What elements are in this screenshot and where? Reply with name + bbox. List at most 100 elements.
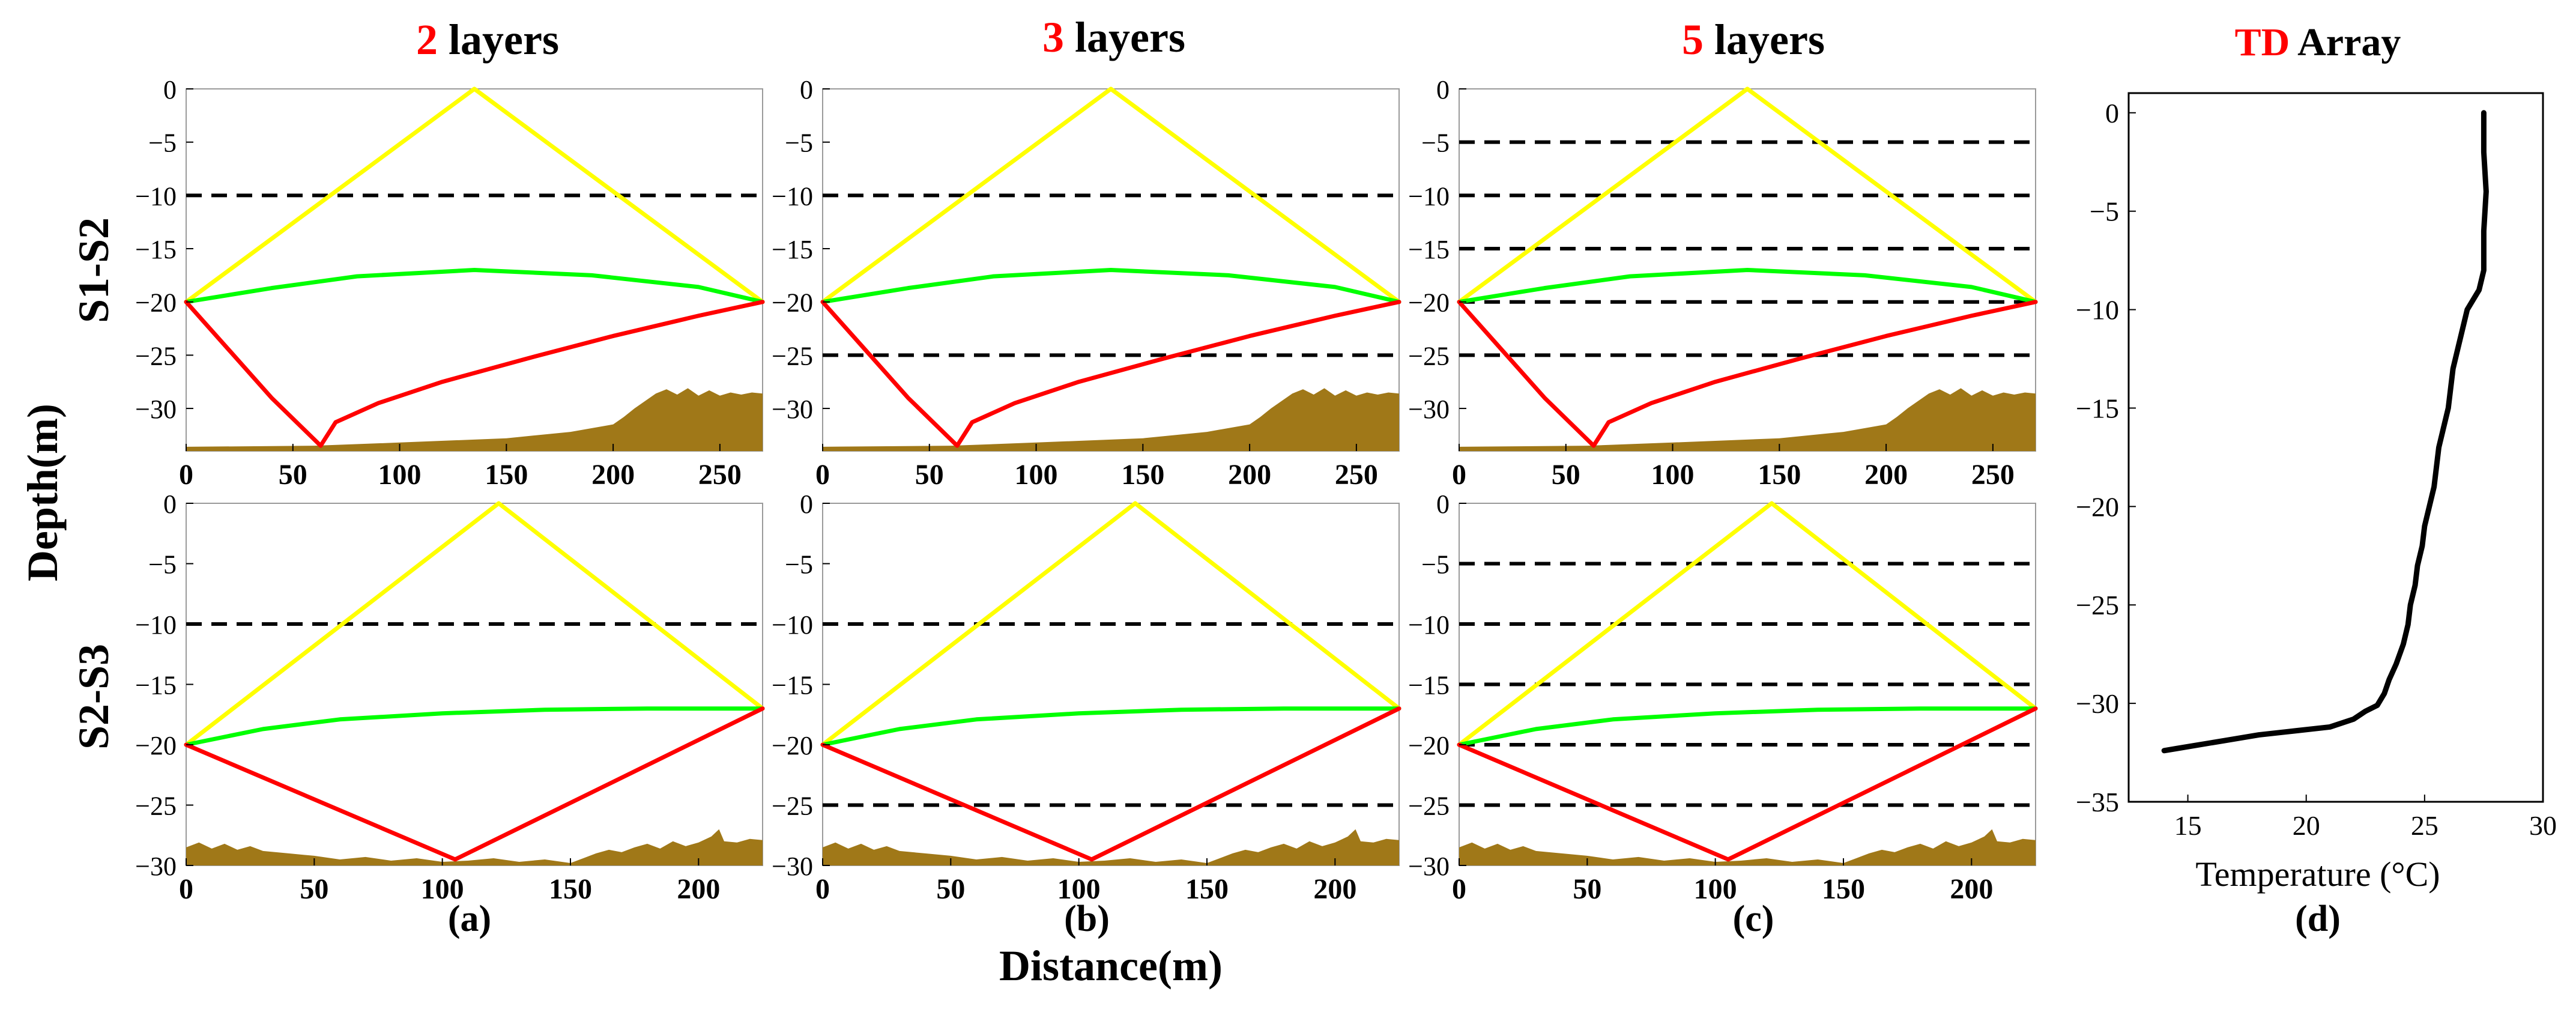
plot-area <box>822 503 1400 866</box>
x-tick-label: 200 <box>1864 459 1908 491</box>
y-tick-label: −25 <box>772 341 813 371</box>
x-tick-label: 100 <box>1015 459 1058 491</box>
y-tick-label: −25 <box>2076 590 2119 620</box>
seabed-area <box>186 829 763 865</box>
y-tick-label: 0 <box>163 489 177 519</box>
x-tick-label: 0 <box>179 873 193 905</box>
column-title-5-layers: 5 layers <box>1682 16 1825 64</box>
y-tick-label: −30 <box>2076 688 2119 719</box>
x-tick-label: 30 <box>2529 810 2557 841</box>
x-tick-label: 50 <box>915 459 944 491</box>
y-tick-label: 0 <box>1436 489 1450 519</box>
plot-area <box>186 503 763 866</box>
x-tick-label: 0 <box>179 459 193 491</box>
y-tick-label: −5 <box>2090 196 2119 227</box>
y-tick-label: −5 <box>1421 129 1450 158</box>
y-tick-label: −25 <box>1408 792 1450 821</box>
column-title-td-array: TD Array <box>2235 20 2401 64</box>
panel-label-a: (a) <box>448 898 491 939</box>
y-tick-label: −15 <box>772 671 813 700</box>
y-tick-label: −10 <box>2076 295 2119 326</box>
temperature-axis-label: Temperature (°C) <box>2195 855 2440 894</box>
seabed-area <box>186 388 763 451</box>
y-tick-label: −15 <box>1408 235 1450 264</box>
row-label-s2-s3: S2-S3 <box>70 644 118 750</box>
series-line-refracted-ray <box>820 706 1401 747</box>
column-title-3-layers: 3 layers <box>1042 13 1185 61</box>
series-line-bottom-reflected-ray <box>1457 300 2038 448</box>
series-line-direct-ray <box>184 501 765 747</box>
panel-label-d: (d) <box>2295 898 2341 939</box>
x-tick-label: 50 <box>1552 459 1580 491</box>
y-tick-label: −20 <box>2076 491 2119 522</box>
y-tick-label: −20 <box>1408 288 1450 318</box>
chart-c-bottom: 0 50 100 150 200 0 −5 −10 −15 −20 −25 −30 <box>1408 489 2038 905</box>
x-tick-label: 20 <box>2293 810 2320 841</box>
chart-b-bottom: 0 50 100 150 200 0 −5 −10 −15 −20 −25 −30 <box>772 489 1401 905</box>
y-tick-label: −25 <box>772 792 813 821</box>
y-axis-label: Depth(m) <box>19 404 67 581</box>
series-line-bottom-reflected-ray <box>820 300 1401 448</box>
column-title-2-layers: 2 layers <box>416 16 559 64</box>
y-tick-label: 0 <box>1436 75 1450 105</box>
y-tick-label: −20 <box>1408 731 1450 760</box>
seabed-area <box>823 388 1399 451</box>
seabed-area <box>1459 829 2036 865</box>
series-line-bottom-reflected-ray <box>820 706 1401 862</box>
y-tick-label: −30 <box>135 395 177 424</box>
x-tick-label: 200 <box>1313 873 1356 905</box>
y-tick-label: −15 <box>772 235 813 264</box>
series-line-direct-ray <box>1457 501 2038 747</box>
series-line-refracted-ray <box>820 268 1401 305</box>
series-line-temperature-profile <box>2161 110 2489 754</box>
series-line-direct-ray <box>820 501 1401 747</box>
y-tick-label: 0 <box>800 489 813 519</box>
y-tick-label: −10 <box>1408 181 1450 211</box>
series-line-refracted-ray <box>1457 706 2038 747</box>
y-tick-label: −30 <box>1408 395 1450 424</box>
x-tick-label: 250 <box>1335 459 1378 491</box>
y-tick-label: −15 <box>1408 671 1450 700</box>
y-tick-label: −15 <box>2076 393 2119 423</box>
y-tick-label: −5 <box>785 550 813 580</box>
chart-d-temperature-profile: 15 20 25 30 0 −5 −10 −15 −20 −25 −30 −35 <box>2076 92 2557 841</box>
y-tick-label: −15 <box>135 235 177 264</box>
x-tick-label: 50 <box>936 873 965 905</box>
y-tick-label: −25 <box>135 792 177 821</box>
y-tick-label: −30 <box>1408 852 1450 881</box>
x-tick-label: 100 <box>1651 459 1695 491</box>
y-tick-label: −20 <box>135 731 177 760</box>
x-tick-label: 100 <box>378 459 422 491</box>
y-tick-label: −10 <box>135 610 177 640</box>
y-tick-label: −5 <box>148 550 177 580</box>
series-line-direct-ray <box>1457 86 2038 305</box>
x-tick-label: 150 <box>485 459 528 491</box>
x-tick-label: 200 <box>591 459 635 491</box>
series-line-bottom-reflected-ray <box>184 706 765 862</box>
x-tick-label: 150 <box>1121 459 1164 491</box>
y-tick-label: −15 <box>135 671 177 700</box>
panel-label-c: (c) <box>1733 898 1774 939</box>
y-tick-label: −30 <box>772 395 813 424</box>
y-tick-label: −5 <box>1421 550 1450 580</box>
y-tick-label: −30 <box>772 852 813 881</box>
x-tick-label: 0 <box>815 459 830 491</box>
y-tick-label: −10 <box>772 610 813 640</box>
x-tick-label: 25 <box>2411 810 2438 841</box>
plot-area <box>2127 92 2544 803</box>
y-tick-label: −25 <box>1408 341 1450 371</box>
x-tick-label: 15 <box>2174 810 2202 841</box>
seabed-area <box>1459 388 2036 451</box>
y-tick-label: −10 <box>135 181 177 211</box>
y-tick-label: −35 <box>2076 787 2119 817</box>
x-tick-label: 250 <box>698 459 742 491</box>
series-line-refracted-ray <box>1457 268 2038 305</box>
y-tick-label: 0 <box>163 75 177 105</box>
y-tick-label: −10 <box>1408 610 1450 640</box>
chart-a-top: 0 50 100 150 200 250 0 −5 −10 −15 −20 −25 −30 <box>135 75 765 491</box>
chart-c-top: 0 50 100 150 200 250 0 −5 −10 −15 −20 −25 −30 <box>1408 75 2038 491</box>
x-tick-label: 150 <box>1185 873 1229 905</box>
y-tick-label: −20 <box>772 288 813 318</box>
row-label-s1-s2: S1-S2 <box>70 217 118 323</box>
